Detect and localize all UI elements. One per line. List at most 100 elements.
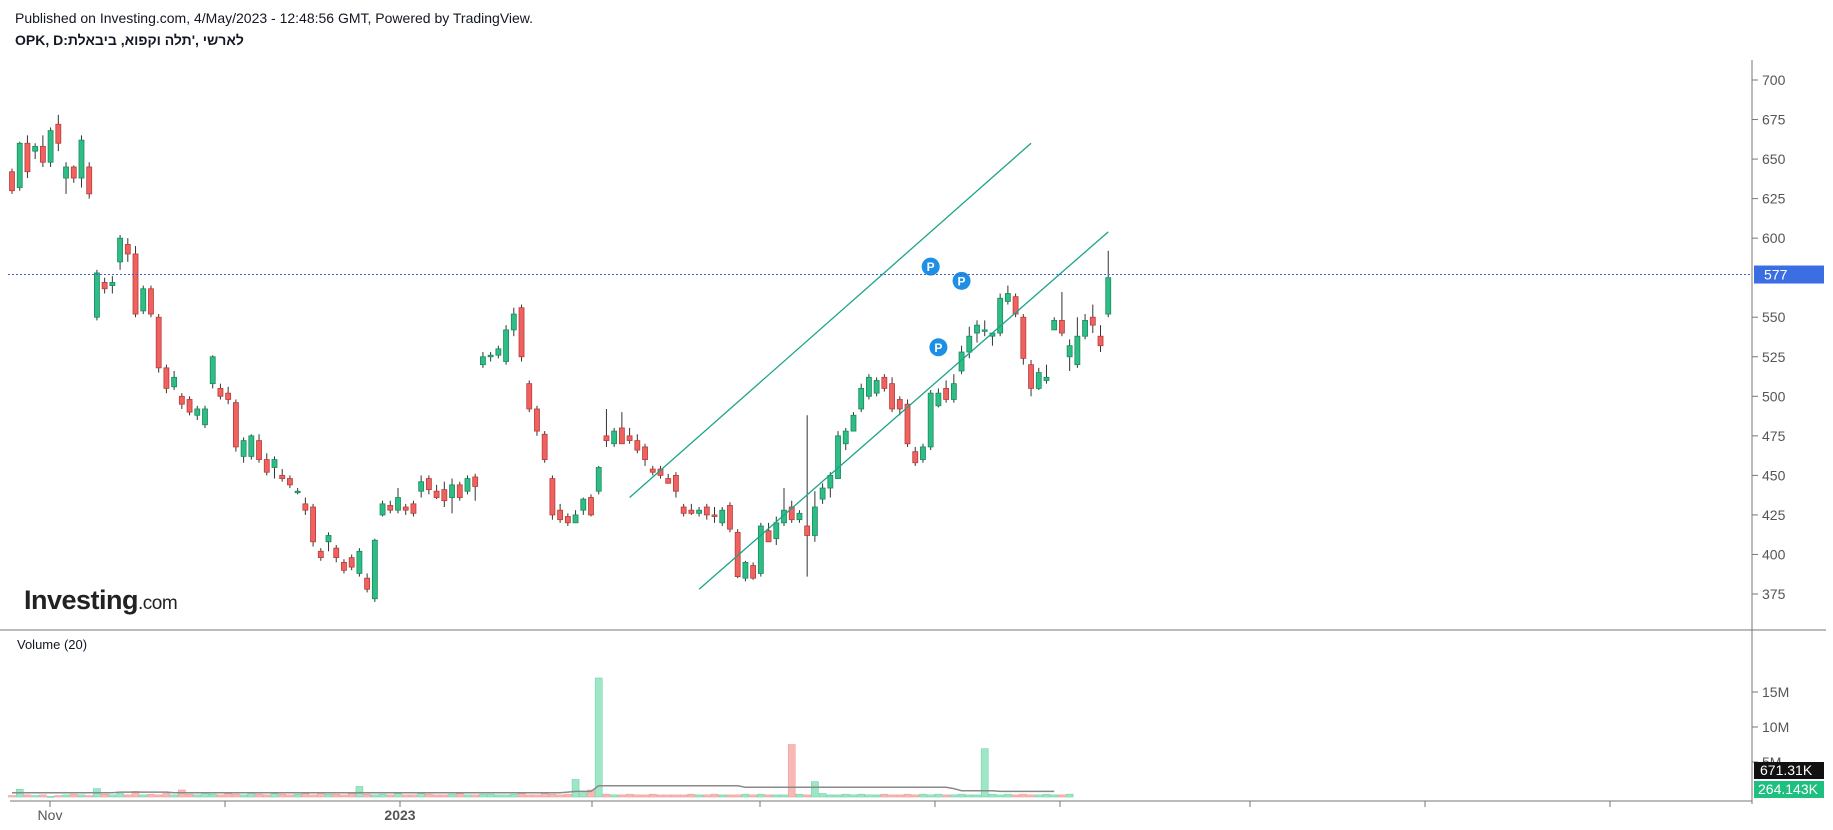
volume-bar bbox=[579, 792, 588, 798]
candle-body bbox=[256, 440, 262, 460]
candle-body bbox=[595, 467, 602, 492]
candle-body bbox=[217, 387, 224, 397]
volume-bar bbox=[996, 794, 1004, 798]
volume-bar bbox=[463, 794, 472, 798]
candle-body bbox=[510, 313, 517, 331]
candle-body bbox=[202, 408, 208, 426]
candle-body bbox=[86, 166, 93, 195]
candle-body bbox=[634, 440, 641, 451]
candle-body bbox=[673, 474, 679, 492]
candle-body bbox=[225, 392, 232, 400]
volume-ma-label-bg bbox=[1754, 762, 1824, 779]
candle-body bbox=[171, 376, 178, 388]
candle-body bbox=[317, 550, 324, 559]
volume-bar bbox=[355, 786, 364, 798]
event-marker-label: P bbox=[927, 260, 935, 274]
candle-body bbox=[55, 123, 62, 144]
volume-bar bbox=[31, 795, 39, 798]
volume-bar bbox=[1027, 794, 1035, 798]
candle-body bbox=[757, 525, 764, 574]
candle-body bbox=[163, 367, 170, 389]
candle-body bbox=[974, 324, 980, 334]
candle-body bbox=[642, 446, 648, 460]
volume-bar bbox=[988, 793, 997, 798]
volume-bar bbox=[733, 794, 742, 798]
volume-ma-line bbox=[12, 785, 1055, 794]
candle-body bbox=[1043, 376, 1050, 381]
volume-bar bbox=[1019, 793, 1028, 798]
volume-tick-label: 10M bbox=[1762, 719, 1789, 735]
candle-body bbox=[402, 506, 409, 511]
candle-body bbox=[1074, 335, 1081, 366]
volume-bar bbox=[965, 794, 974, 798]
candle-body bbox=[433, 490, 440, 498]
volume-bar bbox=[1050, 794, 1058, 798]
candle-body bbox=[1020, 316, 1027, 359]
candle-body bbox=[572, 514, 579, 524]
volume-bar bbox=[687, 793, 696, 798]
candle-body bbox=[773, 522, 780, 540]
candle-body bbox=[186, 399, 193, 413]
volume-bar bbox=[1034, 794, 1043, 798]
volume-bar bbox=[108, 794, 117, 798]
volume-bar bbox=[564, 793, 572, 798]
candle-body bbox=[981, 329, 988, 332]
candle-body bbox=[696, 509, 702, 514]
candle-body bbox=[804, 525, 811, 536]
volume-bar bbox=[718, 794, 727, 798]
volume-bar bbox=[749, 794, 757, 798]
candle-body bbox=[441, 489, 448, 502]
volume-bar bbox=[232, 793, 240, 798]
candle-body bbox=[495, 348, 502, 356]
volume-bar bbox=[409, 794, 418, 798]
candle-body bbox=[178, 395, 185, 405]
candle-body bbox=[611, 430, 618, 445]
candle-body bbox=[765, 530, 772, 543]
volume-bar bbox=[919, 793, 927, 798]
volume-bar bbox=[587, 789, 595, 798]
candle-body bbox=[603, 435, 610, 441]
candle-body bbox=[464, 478, 471, 492]
candle-body bbox=[356, 550, 363, 574]
candle-body bbox=[518, 307, 525, 358]
volume-bar bbox=[571, 779, 580, 798]
volume-bar bbox=[371, 794, 379, 798]
channel-line bbox=[698, 231, 1109, 590]
candle-body bbox=[1028, 364, 1034, 389]
volume-bar bbox=[895, 794, 904, 798]
volume-bar bbox=[502, 794, 510, 798]
volume-bar bbox=[509, 793, 518, 798]
symbol-title: OPK, D:לארשי ,'תלה וקפוא, ביבאלת bbox=[15, 32, 244, 48]
event-marker-label: P bbox=[934, 341, 942, 355]
candle-body bbox=[580, 498, 587, 511]
volume-bar bbox=[679, 794, 688, 798]
candle-body bbox=[16, 142, 23, 188]
volume-bar bbox=[648, 793, 657, 798]
volume-bar bbox=[942, 794, 950, 798]
candle-body bbox=[920, 446, 926, 460]
price-tick-label: 450 bbox=[1762, 467, 1786, 483]
candle-body bbox=[618, 427, 625, 445]
candle-body bbox=[94, 272, 100, 318]
candle-body bbox=[734, 531, 741, 578]
published-header: Published on Investing.com, 4/May/2023 -… bbox=[15, 10, 534, 26]
candle-body bbox=[534, 408, 540, 432]
candle-body bbox=[410, 503, 417, 514]
volume-bar bbox=[710, 793, 719, 798]
candle-body bbox=[719, 509, 726, 524]
volume-ma-polyline bbox=[12, 785, 1055, 794]
chart-frame: Nov 2023 bbox=[0, 60, 1826, 823]
candle-body bbox=[287, 478, 293, 486]
volume-bar bbox=[8, 795, 16, 798]
candle-body bbox=[279, 474, 286, 479]
channel-line bbox=[629, 142, 1032, 499]
volume-bar bbox=[973, 794, 981, 798]
volume-bar bbox=[494, 794, 503, 798]
volume-bar bbox=[903, 793, 912, 798]
volume-bar bbox=[625, 793, 634, 798]
candle-body bbox=[1004, 293, 1011, 302]
event-marker bbox=[921, 257, 940, 276]
volume-bar bbox=[865, 794, 873, 798]
price-tick-label: 600 bbox=[1762, 230, 1786, 246]
